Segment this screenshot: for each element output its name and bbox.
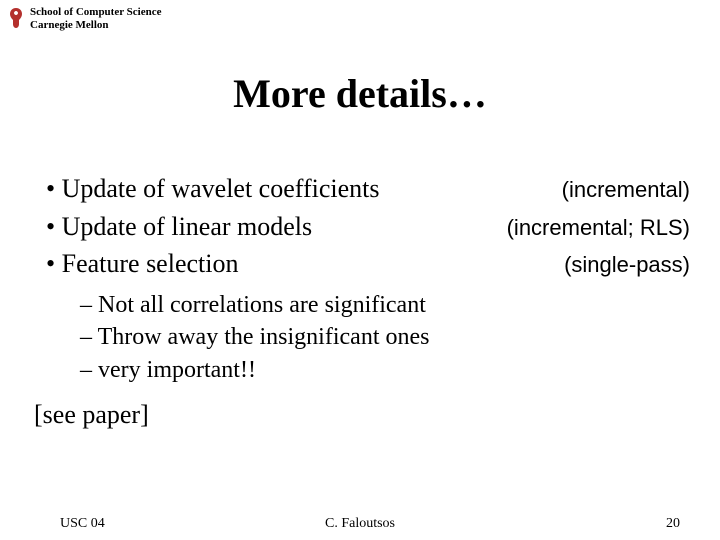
bullet-2-annotation: (incremental; RLS) bbox=[507, 212, 690, 244]
slide: School of Computer Science Carnegie Mell… bbox=[0, 0, 720, 540]
slide-body: • Update of wavelet coefficients (increm… bbox=[46, 170, 690, 434]
bullet-1-text: • Update of wavelet coefficients bbox=[46, 170, 379, 208]
bullet-3: • Feature selection (single-pass) bbox=[46, 245, 690, 283]
sub-bullet-3: – very important!! bbox=[80, 354, 690, 386]
bullet-2-text: • Update of linear models bbox=[46, 208, 312, 246]
see-paper: [see paper] bbox=[34, 396, 690, 434]
bullet-3-text: • Feature selection bbox=[46, 245, 238, 283]
header-text: School of Computer Science Carnegie Mell… bbox=[30, 6, 161, 31]
sub-bullets: – Not all correlations are significant –… bbox=[80, 289, 690, 386]
sub-bullet-2: – Throw away the insignificant ones bbox=[80, 321, 690, 353]
header-line2: Carnegie Mellon bbox=[30, 19, 161, 32]
header: School of Computer Science Carnegie Mell… bbox=[6, 6, 161, 31]
bullet-1: • Update of wavelet coefficients (increm… bbox=[46, 170, 690, 208]
bullet-3-annotation: (single-pass) bbox=[564, 249, 690, 281]
header-line1: School of Computer Science bbox=[30, 6, 161, 19]
sub-bullet-1: – Not all correlations are significant bbox=[80, 289, 690, 321]
bullet-2: • Update of linear models (incremental; … bbox=[46, 208, 690, 246]
slide-title: More details… bbox=[0, 70, 720, 117]
cmu-logo-icon bbox=[6, 6, 26, 30]
footer-center: C. Faloutsos bbox=[0, 516, 720, 532]
bullet-1-annotation: (incremental) bbox=[562, 174, 690, 206]
footer-right: 20 bbox=[666, 516, 680, 532]
